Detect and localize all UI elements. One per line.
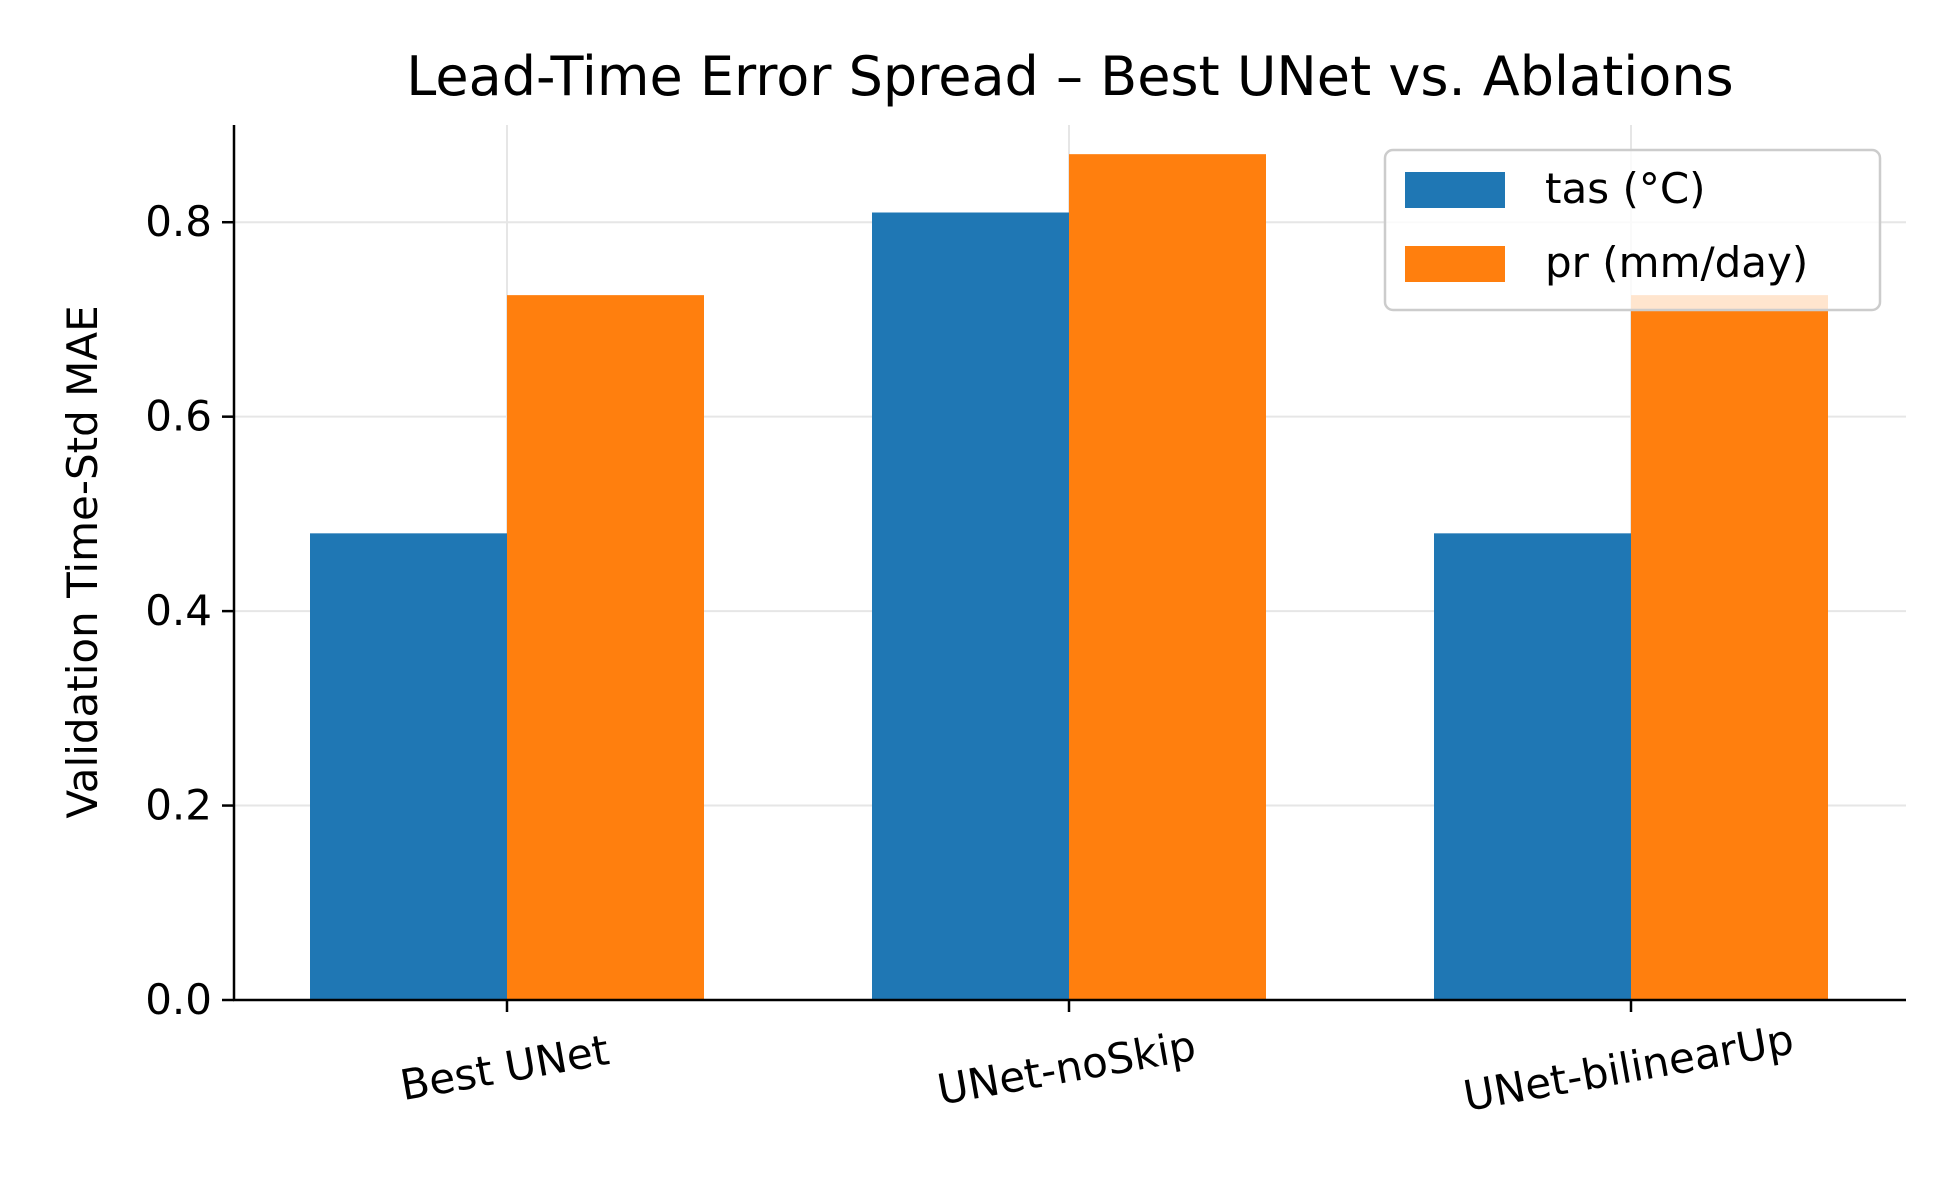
bars xyxy=(310,154,1828,1000)
y-axis-label: Validation Time-Std MAE xyxy=(58,305,107,818)
bar-tas xyxy=(1434,533,1631,1000)
bar-pr xyxy=(1069,154,1266,1000)
x-tick-label: Best UNet xyxy=(396,1025,612,1110)
x-ticks: Best UNet UNet-noSkip UNet-bilinearUp xyxy=(396,1000,1797,1121)
x-tick-label: UNet-noSkip xyxy=(934,1021,1200,1115)
y-tick-label: 0.2 xyxy=(145,781,212,830)
legend-label: tas (°C) xyxy=(1545,164,1706,213)
legend-label: pr (mm/day) xyxy=(1545,238,1808,287)
chart-title: Lead-Time Error Spread – Best UNet vs. A… xyxy=(406,45,1733,108)
y-tick-label: 0.4 xyxy=(145,586,212,635)
legend-swatch xyxy=(1405,172,1505,208)
bar-tas xyxy=(310,533,507,1000)
x-tick-label: UNet-bilinearUp xyxy=(1460,1015,1798,1121)
legend-frame xyxy=(1383,148,1882,312)
bar-pr xyxy=(507,295,704,1000)
bar-pr xyxy=(1631,295,1828,1000)
y-tick-label: 0.0 xyxy=(145,975,212,1024)
legend: tas (°C) pr (mm/day) xyxy=(1383,148,1882,312)
y-tick-label: 0.8 xyxy=(145,197,212,246)
y-ticks: 0.0 0.2 0.4 0.6 0.8 xyxy=(145,197,234,1024)
bar-tas xyxy=(872,212,1069,1000)
legend-items: tas (°C) pr (mm/day) xyxy=(1405,164,1808,287)
y-tick-label: 0.6 xyxy=(145,392,212,441)
legend-swatch xyxy=(1405,246,1505,282)
